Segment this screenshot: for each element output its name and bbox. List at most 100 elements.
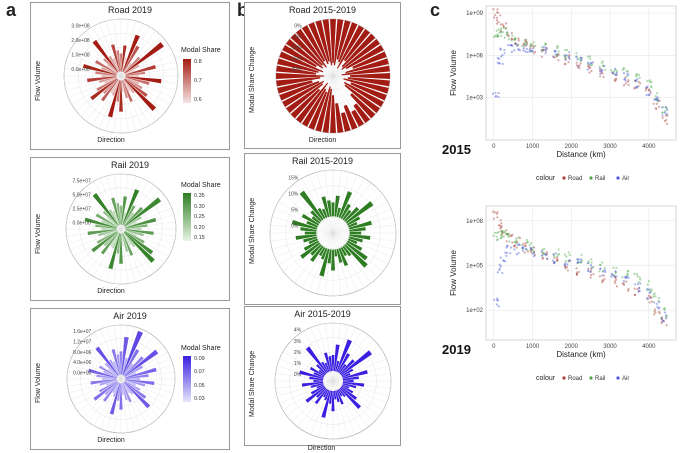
scatter-point-air xyxy=(511,44,514,47)
road1519-bar xyxy=(350,82,387,101)
road1519-bar xyxy=(301,88,327,127)
scatter-point-road xyxy=(499,219,502,222)
scatter-point-air xyxy=(664,106,667,109)
scatter-point-air xyxy=(524,248,528,251)
scatter-point-rail xyxy=(500,34,503,38)
rail1519-bar xyxy=(300,242,321,259)
scatter-point-road xyxy=(497,21,500,24)
scatter-point-road xyxy=(577,270,580,273)
scatter-point-road xyxy=(567,60,570,64)
air2019-bar xyxy=(95,346,119,376)
scatter-point-air xyxy=(660,106,664,109)
scatter-point-air xyxy=(496,56,499,60)
scatter-point-rail xyxy=(650,288,653,291)
scatter-point-air xyxy=(553,262,556,265)
scatter-point-air xyxy=(635,79,638,82)
road2019-bar xyxy=(112,57,120,72)
rail2019-bar xyxy=(125,229,144,237)
scatter-point-rail xyxy=(662,106,665,109)
scatter-point-road xyxy=(590,273,593,277)
air2019-bar xyxy=(103,382,119,402)
rail1519-bar xyxy=(327,249,332,264)
scatter-point-road xyxy=(578,67,581,70)
air2019-bar xyxy=(124,349,159,377)
scatter-point-rail xyxy=(541,46,544,49)
air2019-bar xyxy=(124,380,141,391)
scatter-point-rail xyxy=(495,235,498,238)
scatter-point-road xyxy=(653,308,657,311)
scatter-point-rail xyxy=(506,232,509,235)
scatter-point-rail xyxy=(526,240,529,243)
scatter-point-road xyxy=(524,242,527,245)
scatter-point-road xyxy=(541,49,544,52)
scatter-point-road xyxy=(529,45,532,48)
road1519-bar xyxy=(345,58,389,74)
scatter-point-air xyxy=(543,48,547,51)
road1519-bar xyxy=(315,86,331,132)
air1519-ytick: 0% xyxy=(294,372,302,378)
scatter-point-road xyxy=(501,23,504,26)
air2019-legend-tick: 0.05 xyxy=(194,382,205,389)
road1519-bar xyxy=(343,78,389,94)
scatter-point-air xyxy=(544,52,547,55)
scatter-point-road xyxy=(615,78,618,81)
scatter-point-air xyxy=(586,68,589,71)
scatter-point-air xyxy=(664,314,668,317)
scatter-point-road xyxy=(665,118,668,122)
scatter-point-air xyxy=(625,276,628,279)
air1519-bar xyxy=(331,355,335,372)
scatter-point-rail xyxy=(493,231,497,234)
air2019-bar xyxy=(124,380,137,386)
scatter-point-air xyxy=(521,246,525,250)
scatter-point-air xyxy=(505,254,508,258)
scatter-point-rail xyxy=(614,271,617,275)
rail1519-bar xyxy=(299,190,324,221)
rail1519-bar xyxy=(344,244,368,268)
air2019-bar xyxy=(109,359,120,376)
scatter-point-rail xyxy=(650,81,653,84)
rail1519-bar xyxy=(334,249,338,257)
scatter-point-rail xyxy=(567,251,570,254)
scatter-legend-swatch xyxy=(616,176,620,180)
scatter-point-air xyxy=(497,95,500,99)
scatter-point-air xyxy=(499,48,502,51)
scatter-point-road xyxy=(533,246,536,249)
scatter-ylabel: Flow Volume xyxy=(449,50,458,96)
scatter-point-air xyxy=(648,93,651,97)
scatter-point-road xyxy=(540,48,543,52)
rail2019-bar xyxy=(124,221,138,228)
road2019-bar xyxy=(92,39,119,73)
rail1519-bar xyxy=(349,231,362,235)
scatter-point-rail xyxy=(501,235,504,238)
scatter-point-road xyxy=(622,84,626,87)
scatter-point-road xyxy=(507,34,510,37)
rail2019-ytick: 0.0e+00 xyxy=(73,220,91,226)
scatter-point-road xyxy=(658,312,661,315)
scatter-point-road xyxy=(658,310,661,313)
scatter-point-air xyxy=(614,73,617,76)
scatter-point-road xyxy=(541,257,544,260)
scatter-point-rail xyxy=(575,51,578,55)
scatter-point-rail xyxy=(661,111,664,114)
scatter-point-air xyxy=(509,252,512,255)
scatter-point-air xyxy=(646,287,649,291)
scatter-point-rail xyxy=(635,75,638,78)
scatter-point-rail xyxy=(598,270,601,273)
scatter-legend-label: Road xyxy=(568,176,582,182)
scatter-point-road xyxy=(500,225,503,228)
air2019-bar xyxy=(93,381,118,401)
scatter-point-air xyxy=(590,61,593,65)
scatter-point-road xyxy=(533,254,536,257)
scatter-point-air xyxy=(526,50,529,54)
scatter-point-road xyxy=(505,240,508,243)
scatter-point-road xyxy=(598,69,602,73)
scatter-point-air xyxy=(649,90,652,93)
scatter-point-air xyxy=(509,246,513,249)
scatter-point-air xyxy=(522,245,525,248)
scatter-point-rail xyxy=(576,258,580,261)
scatter-point-rail xyxy=(529,42,533,46)
rail2019-ytick: 2.5e+07 xyxy=(73,206,91,212)
scatter-point-air xyxy=(636,78,639,81)
air1519-bar xyxy=(316,384,324,389)
road2019-bar xyxy=(110,44,121,72)
